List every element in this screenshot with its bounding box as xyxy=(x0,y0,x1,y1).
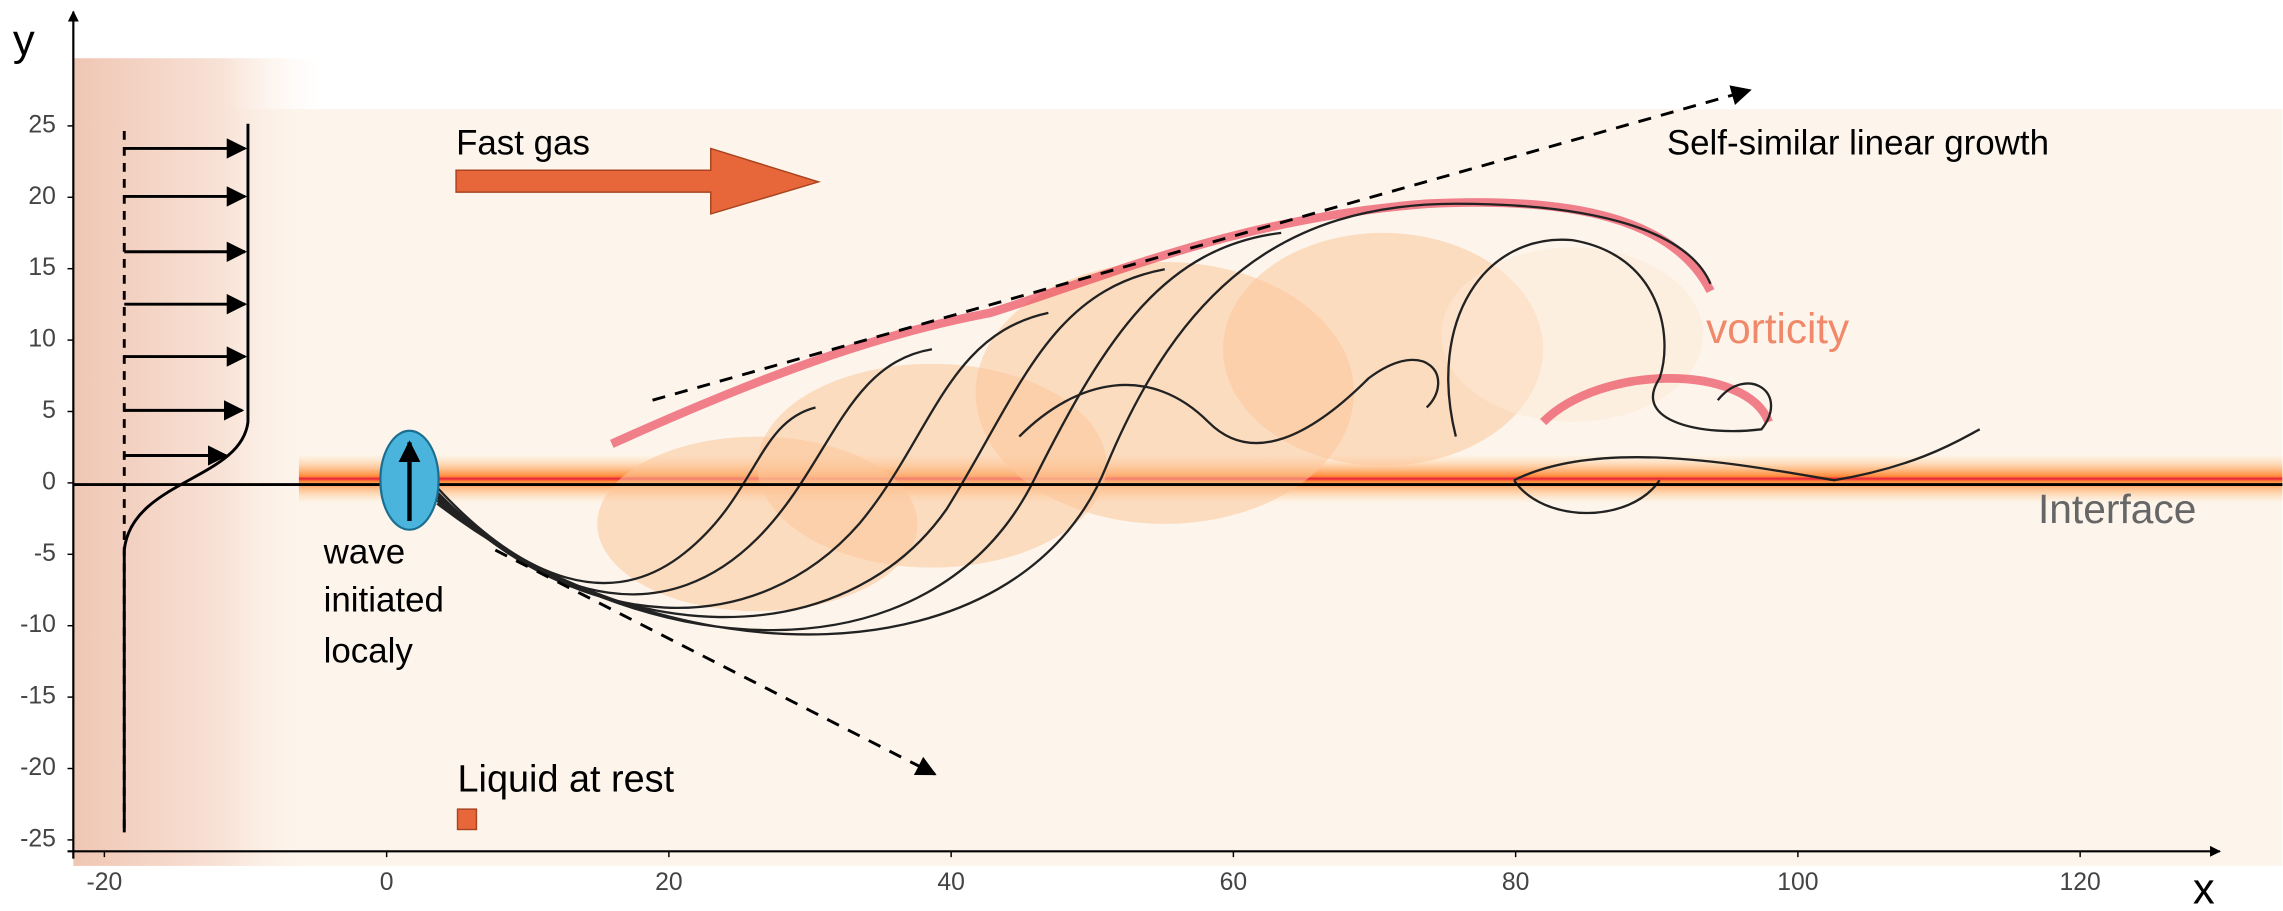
x-tick-label: 40 xyxy=(937,869,964,896)
x-tick-label: 0 xyxy=(380,869,394,896)
y-tick-label: 5 xyxy=(42,397,56,424)
y-axis-label: y xyxy=(13,16,35,65)
y-tick-label: 15 xyxy=(28,254,56,281)
x-tick-label: 100 xyxy=(1777,869,1818,896)
y-tick-label: 10 xyxy=(28,326,56,353)
y-tick-label: -5 xyxy=(34,540,56,567)
annotation: Liquid at rest xyxy=(458,758,675,800)
annotation: Fast gas xyxy=(456,124,590,163)
y-tick-label: -20 xyxy=(20,754,56,781)
annotation: localy xyxy=(324,632,414,671)
liquid-swatch xyxy=(458,809,477,829)
annotation: vorticity xyxy=(1706,305,1850,352)
y-tick-label: -25 xyxy=(20,825,56,852)
x-tick-label: 120 xyxy=(2060,869,2101,896)
y-tick-label: 20 xyxy=(28,183,56,210)
annotation: Self-similar linear growth xyxy=(1667,124,2049,163)
y-tick-label: -15 xyxy=(20,683,56,710)
x-tick-label: 60 xyxy=(1220,869,1247,896)
y-tick-label: -10 xyxy=(20,611,56,638)
y-tick-label: 0 xyxy=(42,468,56,495)
x-axis-label: x xyxy=(2193,865,2215,911)
x-tick-label: -20 xyxy=(87,869,123,896)
annotation: Interface xyxy=(2038,486,2197,532)
figure: y x Fast gas Self-similar linear growth … xyxy=(0,0,2283,911)
y-tick-label: 25 xyxy=(28,111,56,138)
x-tick-label: 80 xyxy=(1502,869,1530,896)
annotation: wave xyxy=(323,533,406,572)
wave-marker xyxy=(380,431,438,530)
annotation: initiated xyxy=(324,581,444,620)
x-tick-label: 20 xyxy=(655,869,683,896)
